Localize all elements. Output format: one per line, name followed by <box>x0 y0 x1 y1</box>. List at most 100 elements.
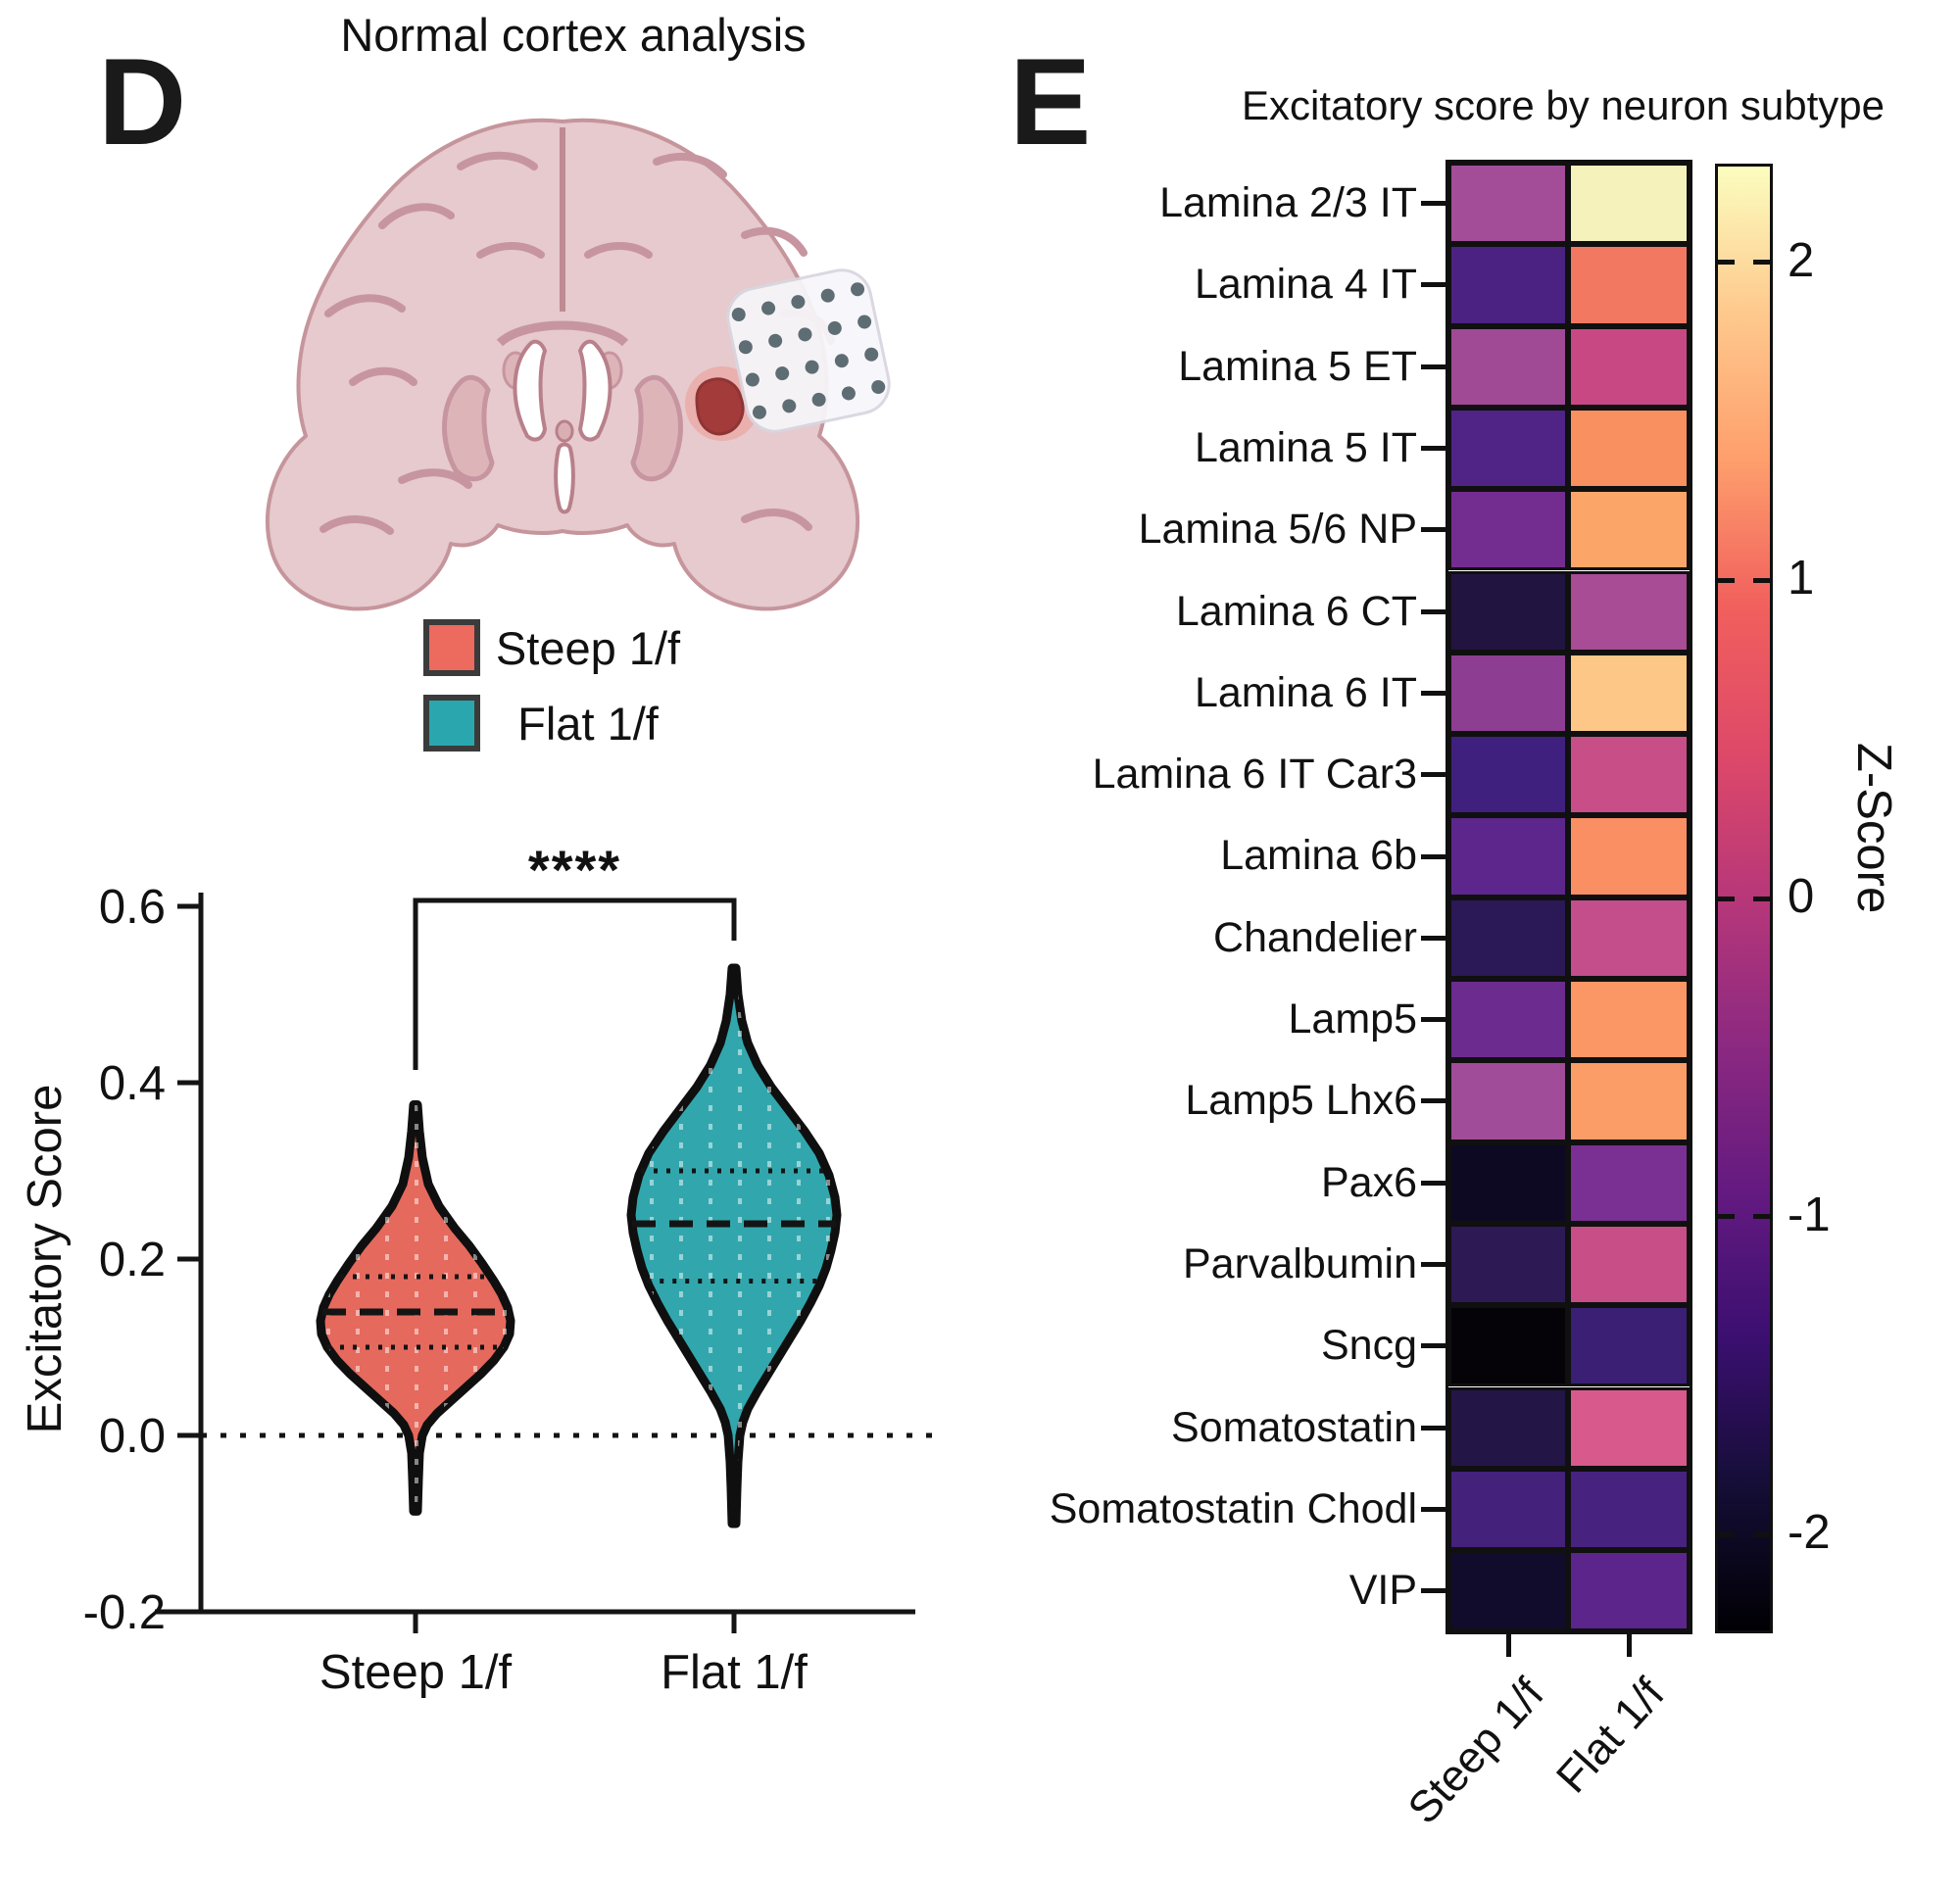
heatmap-row-label: Lamina 4 IT <box>1194 261 1417 309</box>
heatmap-row-label: Lamina 6b <box>1220 832 1417 880</box>
heatmap-row-label: Lamp5 Lhx6 <box>1185 1077 1417 1125</box>
legend-swatch <box>423 619 480 676</box>
heatmap-row-label: Pax6 <box>1320 1158 1417 1206</box>
heatmap-cell <box>1568 163 1690 245</box>
heatmap-cell <box>1568 244 1690 326</box>
panel-d-title: Normal cortex analysis <box>340 9 807 61</box>
colorbar-tick <box>1718 577 1735 583</box>
violin-plot: 0.6 0.4 0.2 0.0 -0.2 Excitatory Score Steep 1/… <box>20 839 937 1699</box>
x-tick-label: Steep 1/f <box>319 1646 513 1699</box>
heatmap-row-tick <box>1421 527 1447 533</box>
heatmap-row-tick <box>1421 608 1447 614</box>
panel-d-label: D <box>98 34 187 170</box>
heatmap-cell <box>1448 734 1568 816</box>
legend-item: Steep 1/f <box>423 619 696 676</box>
brain-sulci <box>319 151 835 535</box>
heatmap-row-label: Lamina 2/3 IT <box>1159 179 1417 226</box>
heatmap-cell <box>1448 1468 1568 1551</box>
y-tick-label: 0.6 <box>99 881 166 934</box>
significance-bracket <box>413 897 737 1070</box>
heatmap-cell <box>1448 1141 1568 1224</box>
heatmap-row-tick <box>1421 1180 1447 1186</box>
significance-stars: **** <box>528 839 621 900</box>
colorbar-tick <box>1718 1531 1735 1537</box>
heatmap-row-tick <box>1421 1425 1447 1431</box>
heatmap-row-tick <box>1421 1262 1447 1268</box>
heatmap-row-label: Lamina 6 CT <box>1175 587 1417 635</box>
y-tick-label: 0.2 <box>99 1234 166 1286</box>
heatmap-cell <box>1568 407 1690 490</box>
heatmap-cell <box>1568 815 1690 897</box>
heatmap-row-label: Somatostatin <box>1171 1403 1417 1451</box>
heatmap-cell <box>1568 570 1690 653</box>
heatmap-row-tick <box>1421 935 1447 941</box>
legend-swatch <box>423 695 480 752</box>
brain-ventricles <box>513 339 612 514</box>
heatmap-cell <box>1448 1386 1568 1469</box>
heatmap-cell <box>1448 407 1568 490</box>
heatmap-row-tick <box>1421 1017 1447 1023</box>
heatmap-grid <box>1446 159 1692 1635</box>
heatmap-cell <box>1568 1060 1690 1142</box>
violin-texture <box>631 968 837 1524</box>
heatmap-cell <box>1568 1223 1690 1306</box>
colorbar-tick-label: 1 <box>1788 552 1815 606</box>
heatmap-cell <box>1448 1550 1568 1632</box>
heatmap-cell <box>1568 489 1690 571</box>
colorbar-tick <box>1753 896 1770 901</box>
heatmap-row-label: VIP <box>1348 1567 1417 1615</box>
violin-texture <box>320 1104 511 1512</box>
heatmap-cell <box>1448 1223 1568 1306</box>
heatmap-row-tick <box>1421 853 1447 859</box>
heatmap-cell <box>1448 1060 1568 1142</box>
colorbar-tick <box>1718 260 1735 266</box>
heatmap-cell <box>1568 734 1690 816</box>
heatmap-row-label: Lamina 5 ET <box>1178 342 1417 390</box>
heatmap-row-label: Sncg <box>1320 1322 1417 1370</box>
colorbar-tick-label: 0 <box>1788 870 1815 923</box>
heatmap-row-tick <box>1421 1098 1447 1104</box>
x-tick-label: Flat 1/f <box>661 1646 808 1699</box>
heatmap-cell <box>1448 979 1568 1061</box>
heatmap-row-label: Parvalbumin <box>1183 1239 1417 1287</box>
heatmap-row-tick <box>1421 1506 1447 1512</box>
colorbar-tick-label: 2 <box>1788 233 1815 287</box>
colorbar-tick-label: -1 <box>1788 1188 1831 1241</box>
heatmap-row-label: Lamina 5 IT <box>1194 423 1417 471</box>
heatmap-cell <box>1568 897 1690 979</box>
colorbar-tick <box>1718 896 1735 901</box>
heatmap-row-label: Lamina 6 IT Car3 <box>1092 751 1417 799</box>
colorbar-tick <box>1753 1214 1770 1220</box>
heatmap-row-tick <box>1421 1588 1447 1594</box>
heatmap-row-label: Chandelier <box>1213 913 1417 961</box>
heatmap-row-label: Somatostatin Chodl <box>1049 1484 1417 1532</box>
heatmap-cell <box>1568 1468 1690 1551</box>
heatmap-row-label: Lamina 6 IT <box>1194 668 1417 716</box>
heatmap-row-tick <box>1421 282 1447 288</box>
ecog-grid-icon <box>726 268 891 433</box>
heatmap-cell <box>1448 163 1568 245</box>
colorbar-tick-label: -2 <box>1788 1506 1831 1560</box>
y-tick-label: 0.4 <box>99 1057 166 1110</box>
y-tick-label: -0.2 <box>83 1586 166 1639</box>
colorbar-label: Z-Score <box>1847 743 1900 914</box>
heatmap-row-label: Lamina 5/6 NP <box>1138 506 1417 554</box>
heatmap-cell <box>1448 897 1568 979</box>
colorbar-tick <box>1753 1531 1770 1537</box>
heatmap-cell <box>1568 1550 1690 1632</box>
heatmap-cell <box>1448 652 1568 735</box>
heatmap-cell <box>1568 979 1690 1061</box>
legend-label: Steep 1/f <box>495 621 681 674</box>
heatmap-cell <box>1568 652 1690 735</box>
heatmap-cell <box>1448 570 1568 653</box>
legend-label: Flat 1/f <box>517 697 659 750</box>
panel-e-label: E <box>1009 34 1092 170</box>
heatmap-row-tick <box>1421 446 1447 452</box>
heatmap-row-tick <box>1421 364 1447 369</box>
heatmap-row-tick <box>1421 201 1447 207</box>
heatmap-cell <box>1448 325 1568 408</box>
colorbar-tick <box>1753 577 1770 583</box>
brain-corpus-callosum <box>496 320 629 347</box>
heatmap-cell <box>1568 1141 1690 1224</box>
heatmap-cell <box>1448 815 1568 897</box>
